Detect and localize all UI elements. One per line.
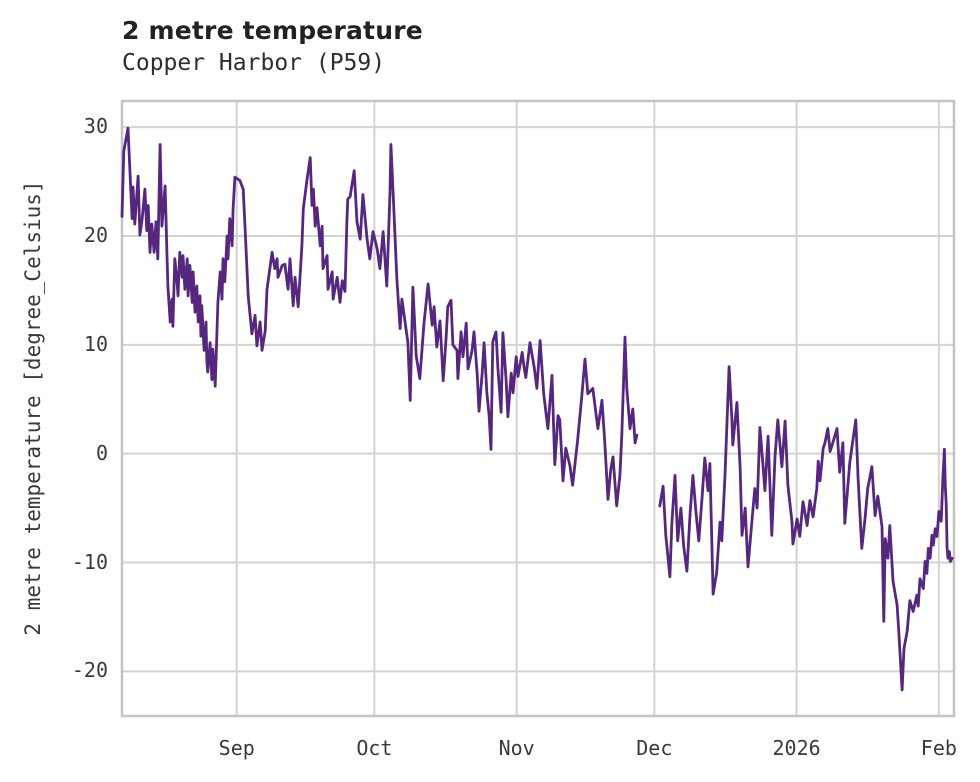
x-tick-label: Nov [498,736,535,760]
chart-title: 2 metre temperature [122,16,423,45]
y-tick-label: -20 [71,658,108,683]
x-tick-label: Feb [920,736,957,760]
y-tick-label: -10 [71,549,108,574]
y-tick-label: 20 [83,222,108,247]
chart-subtitle: Copper Harbor (P59) [122,50,386,76]
y-tick-label: 10 [83,331,108,356]
x-tick-label: 2026 [772,736,821,760]
x-tick-label: Sep [218,736,255,760]
temperature-series-line [120,126,639,508]
x-tick-label: Oct [356,736,393,760]
y-tick-label: 0 [95,440,108,465]
temperature-series-line [658,365,954,692]
plot-frame [120,99,956,718]
y-tick-label: 30 [83,114,108,139]
x-tick-label: Dec [636,736,673,760]
